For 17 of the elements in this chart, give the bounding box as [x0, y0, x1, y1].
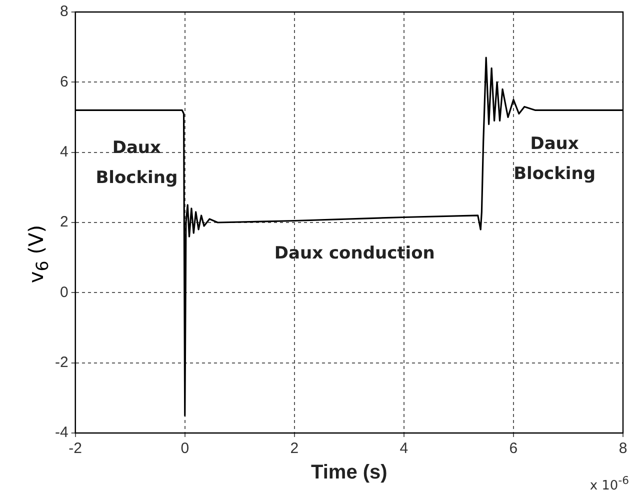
x-tick-label: 6: [509, 440, 518, 458]
y-tick-label: 4: [60, 143, 68, 160]
annotation: Daux Blocking: [96, 138, 178, 188]
x-tick-label: 0: [180, 440, 190, 458]
x-axis-title: Time (s): [311, 462, 388, 484]
annotation: Daux Blocking: [514, 134, 596, 184]
text: x 10$^{-6}$: [590, 474, 629, 494]
y-tick-label: 6: [60, 73, 68, 90]
annotation: Daux conduction: [274, 243, 435, 264]
x-tick-label: 2: [290, 440, 299, 458]
y-tick-label: -2: [54, 354, 68, 371]
x-tick-label: 8: [618, 440, 628, 458]
y-tick-label: -4: [54, 424, 68, 442]
y-tick-label: 2: [60, 214, 68, 231]
y-tick-label: 0: [60, 284, 68, 301]
y-tick-label: 8: [60, 3, 68, 20]
x-tick-label: 4: [400, 440, 408, 458]
